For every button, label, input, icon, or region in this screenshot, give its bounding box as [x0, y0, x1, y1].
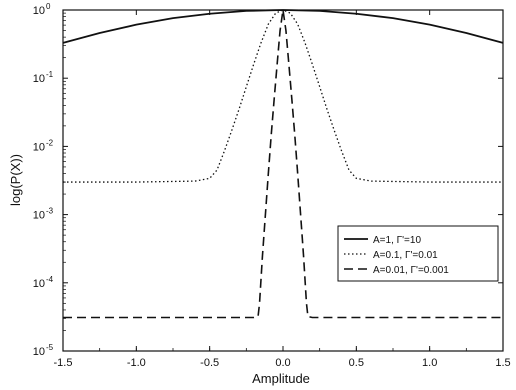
plot-area-border	[62, 9, 504, 352]
y-axis-label: log(P(X))	[8, 154, 23, 206]
y-tick-label: 10	[33, 346, 45, 358]
legend-label-1: A=1, Γ'=10	[373, 235, 421, 246]
y-tick-exponent: -5	[46, 343, 54, 352]
y-tick-exponent: -2	[46, 138, 54, 147]
legend-label-3: A=0.01, Γ'=0.001	[373, 265, 449, 276]
y-tick-label: 10	[33, 73, 45, 85]
x-tick-label: 1.0	[422, 357, 437, 369]
x-tick-label: 0.5	[349, 357, 364, 369]
y-tick-label: 10	[33, 5, 45, 17]
legend: A=1, Γ'=10 A=0.1, Γ'=0.01 A=0.01, Γ'=0.001	[337, 225, 499, 282]
y-tick-exponent: -1	[46, 70, 54, 79]
x-axis-label: Amplitude	[252, 371, 310, 386]
y-tick-exponent: 0	[46, 2, 51, 11]
plot-frame	[62, 9, 504, 352]
x-tick-label: 1.5	[495, 357, 510, 369]
y-tick-label: 10	[33, 141, 45, 153]
y-tick-exponent: -3	[46, 207, 54, 216]
x-tick-label: -0.5	[200, 357, 219, 369]
series-line-2	[63, 9, 503, 183]
y-tick-label: 10	[33, 278, 45, 290]
x-tick-label: -1.5	[54, 357, 73, 369]
series-layer	[62, 9, 504, 319]
y-tick-label: 10	[33, 210, 45, 222]
series-line-1	[62, 9, 504, 44]
axis-ticks: -1.5 -1.0 -0.5 0.0 0.5 1.0 1.510-510-410-310-2…	[33, 2, 511, 369]
legend-label-2: A=0.1, Γ'=0.01	[373, 250, 438, 261]
x-tick-label: -1.0	[127, 357, 146, 369]
x-tick-label: 0.0	[275, 357, 290, 369]
y-tick-exponent: -4	[46, 275, 54, 284]
